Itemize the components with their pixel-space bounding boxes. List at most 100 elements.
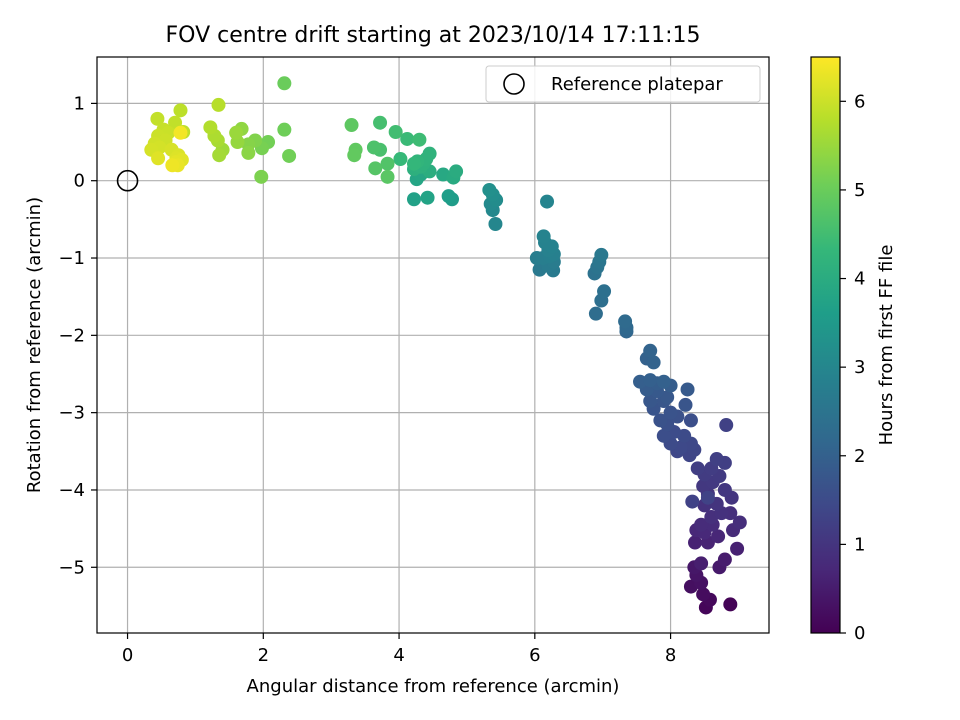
data-point	[536, 229, 551, 244]
data-point	[685, 494, 700, 509]
axis-ticks: 0 2 4 6 810−1−2−3−4−5	[58, 93, 676, 666]
data-point	[406, 156, 421, 171]
data-point	[165, 158, 180, 173]
x-tick-label: 4	[393, 645, 404, 666]
data-point	[212, 148, 227, 163]
data-point	[400, 131, 415, 146]
x-tick-label: 0	[122, 645, 133, 666]
data-point	[656, 374, 671, 389]
plot-area-frame	[96, 56, 770, 634]
y-tick-label: −3	[58, 403, 85, 424]
data-point	[690, 461, 705, 476]
data-point	[719, 418, 734, 433]
data-point	[597, 284, 612, 299]
data-point	[173, 103, 188, 118]
data-point	[173, 125, 188, 140]
data-point	[717, 482, 732, 497]
y-tick-label: −4	[58, 480, 85, 501]
data-point	[696, 587, 711, 602]
data-point	[709, 452, 724, 467]
data-point	[229, 125, 244, 140]
data-point	[277, 76, 292, 91]
data-point	[694, 517, 709, 532]
data-point	[653, 413, 668, 428]
y-tick-label: 1	[74, 93, 85, 114]
y-tick-label: −5	[58, 557, 85, 578]
data-point	[680, 382, 695, 397]
colorbar: 0 1 2 3 4 5 6 Hours from first FF file	[810, 56, 897, 644]
data-point	[380, 156, 395, 171]
data-point	[594, 247, 609, 262]
data-point	[151, 151, 166, 166]
colorbar-tick-label: 4	[854, 269, 865, 290]
data-point	[366, 140, 381, 155]
data-point	[711, 529, 726, 544]
data-point	[678, 397, 693, 412]
data-point	[203, 120, 218, 135]
data-point	[150, 111, 165, 126]
data-point	[588, 306, 603, 321]
data-point	[618, 314, 633, 329]
colorbar-tick-label: 5	[854, 180, 865, 201]
data-point	[656, 428, 671, 443]
data-point	[347, 148, 362, 163]
data-point	[660, 390, 675, 405]
data-point	[646, 355, 661, 370]
data-point	[393, 152, 408, 167]
colorbar-tick-label: 3	[854, 357, 865, 378]
colorbar-tick-label: 0	[854, 623, 865, 644]
scatter-points	[144, 76, 747, 615]
data-point	[254, 169, 269, 184]
legend: Reference platepar	[485, 65, 761, 103]
data-point	[406, 192, 421, 207]
data-point	[441, 189, 456, 204]
x-tick-label: 8	[665, 645, 676, 666]
data-point	[723, 597, 738, 612]
data-point	[717, 552, 732, 567]
colorbar-tick-label: 1	[854, 534, 865, 555]
data-point	[540, 194, 555, 209]
legend-marker-reference-platepar	[503, 73, 525, 95]
grid-lines	[97, 57, 769, 633]
data-point	[732, 515, 747, 530]
y-axis-label: Rotation from reference (arcmin)	[24, 197, 45, 493]
chart-title: FOV centre drift starting at 2023/10/14 …	[166, 23, 701, 48]
data-point	[368, 161, 383, 176]
data-point	[643, 394, 658, 409]
data-point	[643, 343, 658, 358]
colorbar-ticks: 0 1 2 3 4 5 6	[840, 91, 865, 644]
legend-label-reference-platepar: Reference platepar	[551, 74, 723, 95]
data-point	[344, 118, 359, 133]
data-point	[449, 164, 464, 179]
data-point	[211, 97, 226, 112]
data-point	[730, 541, 745, 556]
data-point	[643, 373, 658, 388]
data-point	[482, 182, 497, 197]
data-point	[388, 124, 403, 139]
colorbar-gradient	[810, 56, 841, 634]
colorbar-label: Hours from first FF file	[876, 245, 897, 446]
data-point	[694, 556, 709, 571]
data-point	[683, 413, 698, 428]
colorbar-tick-label: 6	[854, 91, 865, 112]
data-point	[663, 405, 678, 420]
data-point	[420, 190, 435, 205]
data-point	[277, 122, 292, 137]
data-point	[688, 535, 703, 550]
reference-platepar-point	[116, 169, 139, 192]
x-tick-label: 2	[258, 645, 269, 666]
data-point	[700, 490, 715, 505]
data-point	[380, 169, 395, 184]
y-tick-label: −2	[58, 325, 85, 346]
data-point	[412, 132, 427, 147]
y-tick-label: 0	[74, 171, 85, 192]
data-point	[282, 148, 297, 163]
data-point	[422, 146, 437, 161]
data-point	[373, 115, 388, 130]
colorbar-tick-label: 2	[854, 446, 865, 467]
data-point	[488, 217, 503, 232]
data-point	[241, 145, 256, 160]
y-tick-label: −1	[58, 248, 85, 269]
x-tick-label: 6	[529, 645, 540, 666]
